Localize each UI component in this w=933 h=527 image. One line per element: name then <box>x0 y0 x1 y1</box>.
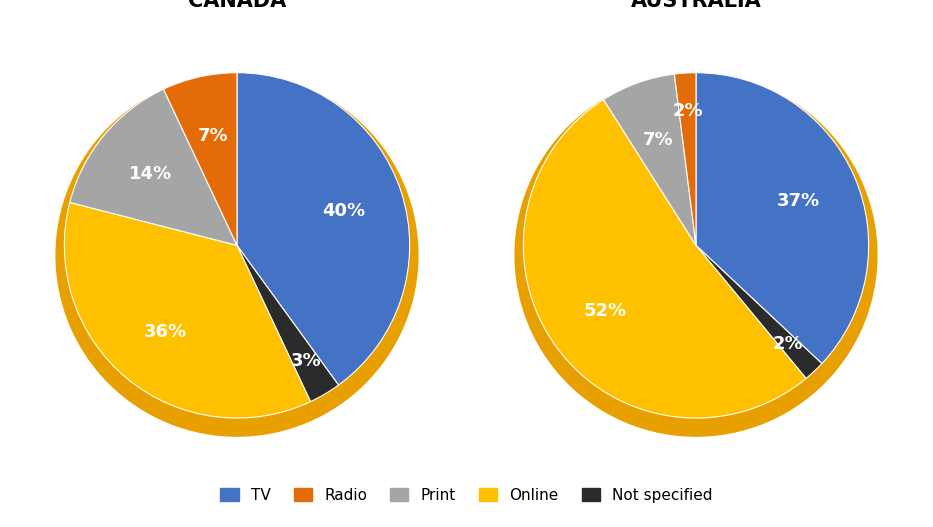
Text: 7%: 7% <box>643 131 674 149</box>
Wedge shape <box>675 73 696 246</box>
Legend: TV, Radio, Print, Online, Not specified: TV, Radio, Print, Online, Not specified <box>215 482 718 509</box>
Text: 2%: 2% <box>672 102 703 120</box>
Text: 36%: 36% <box>145 323 188 340</box>
Wedge shape <box>237 246 339 402</box>
Wedge shape <box>163 73 237 246</box>
Text: 37%: 37% <box>777 192 820 210</box>
Title: AUSTRALIA: AUSTRALIA <box>631 0 761 11</box>
Title: CANADA: CANADA <box>188 0 286 11</box>
Text: 7%: 7% <box>197 127 228 145</box>
Text: 3%: 3% <box>290 353 321 370</box>
Text: 52%: 52% <box>584 302 627 320</box>
Wedge shape <box>237 73 410 385</box>
Wedge shape <box>696 246 822 378</box>
Circle shape <box>515 74 877 436</box>
Text: 14%: 14% <box>130 165 173 183</box>
Wedge shape <box>604 74 696 246</box>
Text: 40%: 40% <box>322 202 365 220</box>
Wedge shape <box>70 89 237 246</box>
Text: 2%: 2% <box>773 335 803 353</box>
Wedge shape <box>696 73 869 364</box>
Wedge shape <box>523 100 806 418</box>
Circle shape <box>56 74 418 436</box>
Wedge shape <box>64 202 311 418</box>
